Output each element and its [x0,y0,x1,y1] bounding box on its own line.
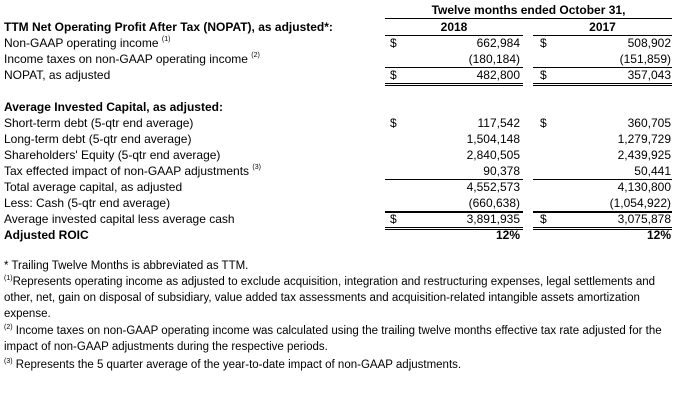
value-2018: 3,891,935 [466,212,520,226]
table-row: Income taxes on non-GAAP operating incom… [0,51,677,68]
currency-sign: $ [390,36,397,50]
section-title: TTM Net Operating Profit After Tax (NOPA… [0,19,677,35]
footnote-ref: (3) [252,164,261,171]
value-2017: 50,441 [634,164,671,178]
value-2017: 357,043 [627,68,671,82]
footnote-mark: (1) [4,275,13,282]
value-2017: (1,054,922) [609,196,671,210]
currency-sign: $ [540,68,547,82]
value-cell-2018 [385,195,523,213]
value-2018: 482,800 [476,68,520,82]
footnote-mark: (2) [4,324,13,331]
row-label: Non-GAAP operating income (1) [4,35,170,51]
value-cell-2017 [533,195,672,213]
value-2017: 508,902 [627,36,671,50]
footnote-ref: (1) [161,36,171,43]
row-label-text: Adjusted ROIC [4,228,89,242]
value-2018: 1,504,148 [466,132,520,146]
value-cell-2018 [385,211,523,230]
footnote-text: Represents the 5 quarter average of the … [12,359,462,371]
value-2018: 117,542 [477,116,521,130]
column-header-2017: 2017 [533,19,672,36]
value-2018: 662,984 [476,36,520,50]
row-label: Income taxes on non-GAAP operating incom… [4,51,260,67]
value-2017: (151,859) [619,52,671,66]
footnote: (1)Represents operating income as adjust… [4,274,674,322]
footnote: (2) Income taxes on non-GAAP operating i… [4,323,674,355]
section-title-text: TTM Net Operating Profit After Tax (NOPA… [4,20,333,34]
value-2017: 2,439,925 [617,148,671,162]
section-title-text: Average Invested Capital, as adjusted: [4,100,223,114]
table-row: NOPAT, as adjusted $482,800 $357,043 [0,67,677,86]
footnote-ref: (2) [251,52,260,59]
table-row: Tax effected impact of non-GAAP adjustme… [0,163,677,180]
value-2018: 12% [495,228,520,242]
row-label: Long-term debt (5-qtr end average) [4,131,191,147]
column-header-2018: 2018 [385,19,523,36]
row-label-text: Tax effected impact of non-GAAP adjustme… [4,164,250,178]
value-2018: 2,840,505 [466,148,520,162]
value-2017: 3,075,878 [617,212,671,226]
value-cell-2018 [385,51,523,68]
footnote-text: Represents operating income as adjusted … [4,276,656,320]
footnote: (3) Represents the 5 quarter average of … [4,357,674,373]
table-row: Total average capital, as adjusted 4,552,… [0,179,677,195]
row-label-text: Short-term debt (5-qtr end average) [4,116,194,130]
value-2017: 360,705 [627,116,671,130]
table-row: Adjusted ROIC 12% 12% [0,227,677,243]
value-cell-2017 [533,211,672,230]
value-2018: 90,378 [483,164,520,178]
currency-sign: $ [540,212,547,226]
value-cell-2017 [533,51,672,68]
table-row: Average invested capital less average ca… [0,211,677,230]
row-label: Total average capital, as adjusted [4,179,182,195]
table-row: Less: Cash (5-qtr end average) (660,638) (… [0,195,677,213]
currency-sign: $ [540,36,547,50]
footnote-mark: (3) [4,358,13,365]
value-2017: 1,279,729 [617,132,671,146]
row-label: Less: Cash (5-qtr end average) [4,195,170,211]
period-header: Twelve months ended October 31, [385,2,672,19]
row-label-text: Average invested capital less average ca… [4,212,235,226]
currency-sign: $ [390,212,397,226]
table-row: Shareholders' Equity (5-qtr end average)… [0,147,677,163]
row-label-text: Total average capital, as adjusted [4,180,183,194]
currency-sign: $ [540,116,547,130]
row-label-text: Shareholders' Equity (5-qtr end average) [4,148,221,162]
row-label-text: NOPAT, as adjusted [4,68,111,82]
table-row: Long-term debt (5-qtr end average) 1,504,… [0,131,677,147]
table-row: Short-term debt (5-qtr end average) $117,… [0,115,677,131]
currency-sign: $ [390,68,397,82]
section-title: Average Invested Capital, as adjusted: [0,99,677,115]
value-cell-2017 [533,67,672,86]
value-cell-2018 [385,67,523,86]
table-row: Non-GAAP operating income (1) $662,984 $50… [0,35,677,51]
value-2017: 12% [646,228,671,242]
footnote-text: * Trailing Twelve Months is abbreviated … [4,260,249,272]
value-cell-2017 [533,163,672,180]
row-label: Tax effected impact of non-GAAP adjustme… [4,163,261,179]
row-label: Short-term debt (5-qtr end average) [4,115,193,131]
row-label: Average invested capital less average ca… [4,211,235,227]
value-cell-2018 [385,163,523,180]
row-label-text: Income taxes on non-GAAP operating incom… [4,52,248,66]
row-label: NOPAT, as adjusted [4,67,110,83]
row-label-text: Non-GAAP operating income [4,36,159,50]
value-2018: (180,184) [468,52,520,66]
row-label-text: Long-term debt (5-qtr end average) [4,132,192,146]
value-2017: 4,130,800 [617,180,671,194]
footnote-text: Income taxes on non-GAAP operating incom… [4,325,662,353]
row-label-text: Less: Cash (5-qtr end average) [4,196,171,210]
value-2018: (660,638) [468,196,520,210]
row-label: Adjusted ROIC [4,227,89,243]
value-2018: 4,552,573 [466,180,520,194]
currency-sign: $ [390,116,397,130]
footnote: * Trailing Twelve Months is abbreviated … [4,258,674,274]
row-label: Shareholders' Equity (5-qtr end average) [4,147,220,163]
